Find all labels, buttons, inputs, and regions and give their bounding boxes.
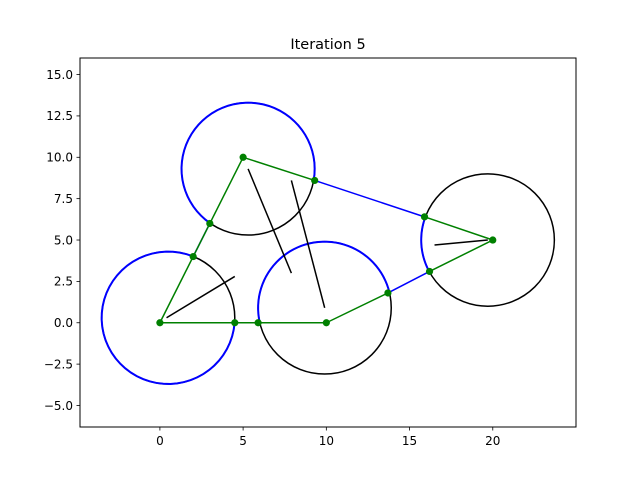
green-edge-1	[242, 156, 315, 182]
x-tick-label-2: 10	[319, 434, 334, 448]
segment-2	[290, 180, 326, 309]
y-tick-label-2: 0.0	[54, 316, 73, 330]
vertex-7	[311, 176, 319, 185]
x-tick-label-1: 5	[239, 434, 247, 448]
vertex-3	[322, 319, 330, 327]
green-edge-5	[429, 239, 494, 273]
vertex-1	[231, 319, 239, 327]
vertex-10	[425, 267, 434, 276]
y-tick-label-7: 12.5	[46, 109, 73, 123]
vertex-4	[189, 252, 197, 261]
vertex-11	[489, 236, 497, 244]
green-edge-4	[424, 216, 494, 241]
vertex-6	[239, 153, 247, 161]
segment-1	[247, 168, 293, 274]
x-tick-label-0: 0	[156, 434, 164, 448]
vertex-8	[384, 289, 392, 297]
plot-marks	[100, 101, 556, 385]
y-axis: −5.0 −2.5 0.0 2.5 5.0 7.5 10.0 12.5 15.0	[44, 68, 80, 413]
blue-line-2	[387, 270, 430, 294]
arc-1	[180, 101, 316, 224]
plot-frame	[79, 57, 577, 428]
blue-line-1	[314, 179, 425, 218]
arc-2	[257, 240, 391, 323]
vertex-0	[156, 319, 164, 327]
green-edge-0	[159, 156, 244, 324]
green-edge-3	[326, 292, 389, 324]
y-tick-label-1: −2.5	[44, 357, 73, 371]
chart-title: Iteration 5	[290, 37, 365, 53]
vertex-9	[420, 213, 429, 221]
y-tick-label-4: 5.0	[54, 233, 73, 247]
segment-3	[434, 239, 488, 246]
vertex-5	[206, 219, 214, 228]
x-axis: 0 5 10 15 20	[156, 427, 500, 448]
arc-0	[100, 250, 236, 385]
y-tick-label-0: −5.0	[44, 399, 73, 413]
x-tick-label-4: 20	[485, 434, 500, 448]
y-tick-label-6: 10.0	[46, 151, 73, 165]
arc-3	[420, 216, 431, 273]
x-tick-label-3: 15	[402, 434, 417, 448]
segment-0	[166, 275, 236, 319]
y-tick-label-8: 15.0	[46, 68, 73, 82]
y-tick-label-3: 2.5	[54, 275, 73, 289]
y-tick-label-5: 7.5	[54, 192, 73, 206]
vertex-2	[254, 319, 262, 327]
